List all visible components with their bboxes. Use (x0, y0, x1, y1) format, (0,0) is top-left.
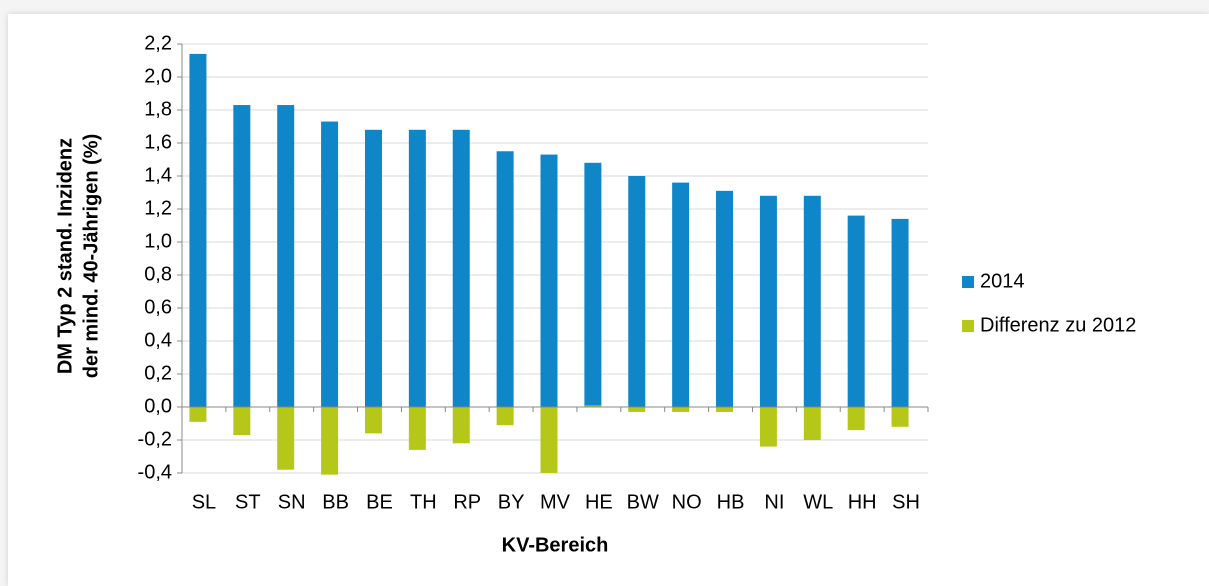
x-tick-label: NO (672, 491, 702, 513)
y-tick-label: 1,6 (144, 131, 172, 153)
bar (277, 105, 295, 408)
bar (364, 407, 382, 434)
x-tick-label: HB (717, 491, 745, 513)
bar (233, 105, 251, 408)
y-tick-label: 2,2 (144, 32, 172, 54)
bar (408, 129, 426, 408)
bar (803, 195, 821, 407)
x-tick-label: BY (498, 491, 525, 513)
bar (408, 407, 426, 450)
bar (628, 407, 646, 412)
bar (321, 407, 339, 475)
bar (233, 407, 251, 436)
y-tick-label: 2,0 (144, 65, 172, 87)
y-tick-label: 0,4 (144, 329, 172, 351)
legend-swatch (962, 320, 974, 332)
y-axis-title: DM Typ 2 stand. Inzidenz (54, 138, 76, 374)
bar (452, 129, 470, 408)
legend-swatch (962, 276, 974, 288)
bar (540, 407, 558, 473)
x-tick-label: SL (192, 491, 216, 513)
bar (628, 176, 646, 407)
bar (759, 195, 777, 407)
bar (496, 151, 514, 407)
x-tick-label: NI (764, 491, 784, 513)
x-tick-label: TH (410, 491, 437, 513)
y-tick-label: 0,6 (144, 296, 172, 318)
x-tick-label: BE (366, 491, 393, 513)
bar (716, 190, 734, 407)
bar (803, 407, 821, 440)
y-tick-label: 1,0 (144, 230, 172, 252)
bar (672, 407, 690, 412)
x-tick-label: HH (848, 491, 877, 513)
x-tick-label: BW (627, 491, 659, 513)
bar (496, 407, 514, 426)
legend-label: Differenz zu 2012 (980, 314, 1136, 336)
y-axis-title: der mind. 40-Jährigen (%) (80, 134, 102, 379)
bar (891, 218, 909, 407)
bar (847, 215, 865, 407)
y-tick-label: 0,8 (144, 263, 172, 285)
bar (364, 129, 382, 408)
legend-label: 2014 (980, 270, 1025, 292)
bar (540, 154, 558, 407)
y-tick-label: -0,2 (138, 428, 172, 450)
x-tick-label: SN (278, 491, 306, 513)
x-axis-title: KV-Bereich (502, 534, 609, 556)
bar (759, 407, 777, 447)
x-tick-label: ST (235, 491, 261, 513)
y-tick-label: 1,8 (144, 98, 172, 120)
x-tick-label: RP (453, 491, 481, 513)
card (8, 14, 1209, 586)
y-tick-label: 0,0 (144, 395, 172, 417)
bar (584, 405, 602, 407)
bar (716, 407, 734, 412)
bar (452, 407, 470, 444)
x-tick-label: BB (322, 491, 349, 513)
y-tick-label: -0,4 (138, 461, 172, 483)
bar (672, 182, 690, 407)
y-tick-label: 1,4 (144, 164, 172, 186)
x-tick-label: MV (540, 491, 571, 513)
bar (189, 53, 207, 408)
bar (584, 162, 602, 407)
bar (891, 407, 909, 427)
x-tick-label: SH (892, 491, 920, 513)
bar (847, 407, 865, 431)
y-tick-label: 1,2 (144, 197, 172, 219)
bar (189, 407, 207, 422)
x-tick-label: HE (585, 491, 613, 513)
bar (277, 407, 295, 470)
x-tick-label: WL (803, 491, 833, 513)
bar (321, 121, 339, 408)
y-tick-label: 0,2 (144, 362, 172, 384)
